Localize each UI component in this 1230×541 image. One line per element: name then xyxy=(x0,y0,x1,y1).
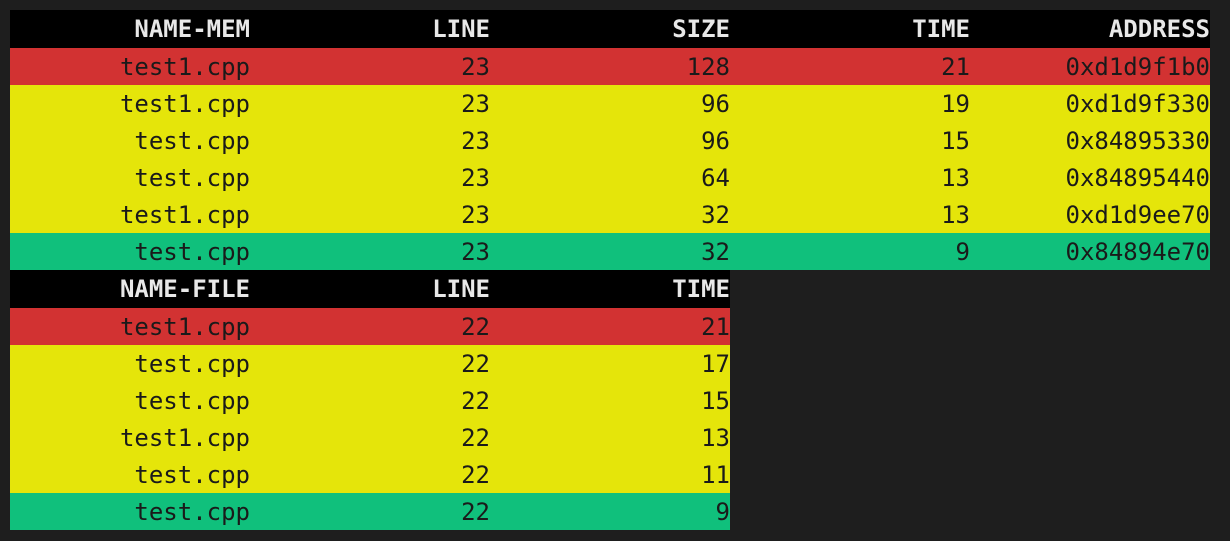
table-row: test.cpp 22 11 xyxy=(10,456,730,493)
cell-name: test.cpp xyxy=(134,460,250,489)
cell-address: 0x84895440 xyxy=(1065,163,1211,192)
cell-time: 19 xyxy=(941,89,970,118)
cell-name: test1.cpp xyxy=(119,312,250,341)
column-header-name-file: NAME-FILE xyxy=(119,275,250,303)
cell-time: 13 xyxy=(941,200,970,229)
memory-table-header: NAME-MEM LINE SIZE TIME ADDRESS xyxy=(10,10,1210,48)
cell-address: 0x84894e70 xyxy=(1065,237,1211,266)
cell-name: test.cpp xyxy=(134,349,250,378)
column-header-time: TIME xyxy=(912,15,970,43)
table-row: test.cpp 23 32 9 0x84894e70 xyxy=(10,233,1210,270)
cell-line: 23 xyxy=(461,237,490,266)
column-header-name-mem: NAME-MEM xyxy=(134,15,250,43)
cell-time: 17 xyxy=(701,349,730,378)
cell-line: 22 xyxy=(461,460,490,489)
cell-size: 96 xyxy=(701,89,730,118)
cell-time: 9 xyxy=(715,497,730,526)
table-row: test1.cpp 23 128 21 0xd1d9f1b0 xyxy=(10,48,1210,85)
table-row: test.cpp 23 96 15 0x84895330 xyxy=(10,122,1210,159)
cell-address: 0xd1d9f330 xyxy=(1065,89,1211,118)
table-row: test.cpp 22 17 xyxy=(10,345,730,382)
cell-name: test1.cpp xyxy=(119,52,250,81)
cell-size: 64 xyxy=(701,163,730,192)
table-row: test1.cpp 22 21 xyxy=(10,308,730,345)
cell-name: test.cpp xyxy=(134,386,250,415)
cell-line: 23 xyxy=(461,163,490,192)
column-header-size: SIZE xyxy=(672,15,730,43)
cell-time: 9 xyxy=(955,237,970,266)
cell-size: 128 xyxy=(686,52,730,81)
cell-name: test.cpp xyxy=(134,497,250,526)
cell-line: 23 xyxy=(461,200,490,229)
table-row: test1.cpp 23 32 13 0xd1d9ee70 xyxy=(10,196,1210,233)
column-header-time: TIME xyxy=(672,275,730,303)
cell-line: 22 xyxy=(461,349,490,378)
cell-line: 23 xyxy=(461,126,490,155)
column-header-line: LINE xyxy=(432,275,490,303)
table-row: test1.cpp 23 96 19 0xd1d9f330 xyxy=(10,85,1210,122)
table-row: test.cpp 22 15 xyxy=(10,382,730,419)
table-row: test1.cpp 22 13 xyxy=(10,419,730,456)
cell-line: 23 xyxy=(461,89,490,118)
cell-size: 32 xyxy=(701,237,730,266)
cell-address: 0x84895330 xyxy=(1065,126,1211,155)
cell-address: 0xd1d9ee70 xyxy=(1065,200,1211,229)
column-header-address: ADDRESS xyxy=(1108,15,1210,43)
column-header-line: LINE xyxy=(432,15,490,43)
cell-line: 22 xyxy=(461,423,490,452)
cell-time: 21 xyxy=(701,312,730,341)
file-table-header: NAME-FILE LINE TIME xyxy=(10,270,730,308)
cell-time: 11 xyxy=(701,460,730,489)
cell-name: test.cpp xyxy=(134,237,250,266)
cell-name: test1.cpp xyxy=(119,423,250,452)
cell-time: 13 xyxy=(701,423,730,452)
cell-size: 32 xyxy=(701,200,730,229)
cell-name: test1.cpp xyxy=(119,89,250,118)
cell-time: 21 xyxy=(941,52,970,81)
cell-name: test.cpp xyxy=(134,163,250,192)
cell-time: 15 xyxy=(701,386,730,415)
cell-name: test.cpp xyxy=(134,126,250,155)
cell-line: 22 xyxy=(461,386,490,415)
cell-size: 96 xyxy=(701,126,730,155)
memory-table: NAME-MEM LINE SIZE TIME ADDRESS test1.cp… xyxy=(10,10,1210,270)
cell-line: 22 xyxy=(461,312,490,341)
file-table: NAME-FILE LINE TIME test1.cpp 22 21 test.cp… xyxy=(10,270,730,530)
cell-line: 23 xyxy=(461,52,490,81)
cell-time: 13 xyxy=(941,163,970,192)
cell-address: 0xd1d9f1b0 xyxy=(1065,52,1211,81)
table-row: test.cpp 23 64 13 0x84895440 xyxy=(10,159,1210,196)
table-row: test.cpp 22 9 xyxy=(10,493,730,530)
cell-name: test1.cpp xyxy=(119,200,250,229)
cell-line: 22 xyxy=(461,497,490,526)
cell-time: 15 xyxy=(941,126,970,155)
